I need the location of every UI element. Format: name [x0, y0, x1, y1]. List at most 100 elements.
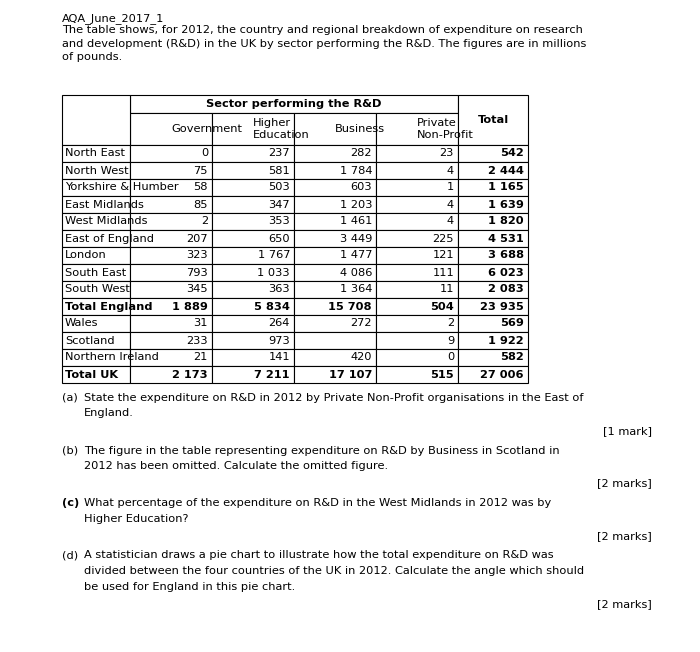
- Text: South West: South West: [65, 284, 130, 295]
- Text: 5 834: 5 834: [254, 301, 290, 312]
- Text: North West: North West: [65, 166, 129, 175]
- Bar: [130, 264, 212, 281]
- Bar: [130, 298, 212, 315]
- Bar: [212, 196, 294, 213]
- Bar: [294, 113, 376, 145]
- Bar: [376, 366, 458, 383]
- Text: Northern Ireland: Northern Ireland: [65, 353, 159, 363]
- Bar: [458, 145, 528, 162]
- Bar: [376, 113, 458, 145]
- Text: 75: 75: [193, 166, 208, 175]
- Bar: [458, 298, 528, 315]
- Bar: [130, 145, 212, 162]
- Text: Government: Government: [171, 124, 242, 134]
- Bar: [458, 162, 528, 179]
- Text: 6 023: 6 023: [489, 267, 524, 278]
- Bar: [62, 281, 130, 298]
- Text: 0: 0: [201, 149, 208, 158]
- Bar: [130, 366, 212, 383]
- Text: 1 922: 1 922: [489, 336, 524, 346]
- Text: 2 173: 2 173: [172, 370, 208, 379]
- Text: 11: 11: [440, 284, 454, 295]
- Text: 347: 347: [268, 200, 290, 209]
- Text: A statistician draws a pie chart to illustrate how the total expenditure on R&D : A statistician draws a pie chart to illu…: [84, 550, 554, 561]
- Text: 569: 569: [500, 318, 524, 329]
- Text: The table shows, for 2012, the country and regional breakdown of expenditure on : The table shows, for 2012, the country a…: [62, 25, 587, 62]
- Bar: [294, 366, 376, 383]
- Text: AQA_June_2017_1: AQA_June_2017_1: [62, 13, 164, 24]
- Bar: [212, 349, 294, 366]
- Text: 58: 58: [193, 183, 208, 192]
- Bar: [294, 332, 376, 349]
- Bar: [212, 213, 294, 230]
- Text: [2 marks]: [2 marks]: [597, 479, 652, 488]
- Bar: [62, 247, 130, 264]
- Text: 3 449: 3 449: [340, 233, 372, 243]
- Bar: [294, 145, 376, 162]
- Bar: [376, 264, 458, 281]
- Text: 345: 345: [186, 284, 208, 295]
- Bar: [376, 145, 458, 162]
- Bar: [62, 366, 130, 383]
- Bar: [130, 230, 212, 247]
- Text: 272: 272: [351, 318, 372, 329]
- Text: [2 marks]: [2 marks]: [597, 531, 652, 541]
- Bar: [130, 247, 212, 264]
- Text: (d): (d): [62, 550, 78, 561]
- Bar: [62, 162, 130, 179]
- Bar: [212, 315, 294, 332]
- Text: 1: 1: [447, 183, 454, 192]
- Bar: [62, 332, 130, 349]
- Text: 282: 282: [351, 149, 372, 158]
- Bar: [294, 196, 376, 213]
- Bar: [458, 332, 528, 349]
- Text: Yorkshire & Humber: Yorkshire & Humber: [65, 183, 178, 192]
- Text: 1 477: 1 477: [340, 250, 372, 261]
- Text: Higher Education?: Higher Education?: [84, 514, 188, 524]
- Text: 141: 141: [268, 353, 290, 363]
- Text: 264: 264: [269, 318, 290, 329]
- Bar: [458, 213, 528, 230]
- Bar: [62, 315, 130, 332]
- Bar: [130, 196, 212, 213]
- Text: 363: 363: [268, 284, 290, 295]
- Text: The figure in the table representing expenditure on R&D by Business in Scotland : The figure in the table representing exp…: [84, 445, 559, 456]
- Text: (c): (c): [62, 498, 79, 508]
- Bar: [376, 349, 458, 366]
- Text: 237: 237: [268, 149, 290, 158]
- Bar: [130, 315, 212, 332]
- Text: 2012 has been omitted. Calculate the omitted figure.: 2012 has been omitted. Calculate the omi…: [84, 461, 388, 471]
- Text: 23 935: 23 935: [480, 301, 524, 312]
- Text: 23: 23: [440, 149, 454, 158]
- Bar: [62, 230, 130, 247]
- Bar: [376, 247, 458, 264]
- Bar: [376, 196, 458, 213]
- Bar: [62, 264, 130, 281]
- Text: 1 461: 1 461: [340, 216, 372, 226]
- Bar: [212, 113, 294, 145]
- Text: 542: 542: [500, 149, 524, 158]
- Text: 503: 503: [268, 183, 290, 192]
- Text: 2 083: 2 083: [489, 284, 524, 295]
- Text: 17 107: 17 107: [328, 370, 372, 379]
- Text: be used for England in this pie chart.: be used for England in this pie chart.: [84, 582, 295, 591]
- Text: 7 211: 7 211: [255, 370, 290, 379]
- Text: Wales: Wales: [65, 318, 99, 329]
- Bar: [294, 230, 376, 247]
- Text: 973: 973: [268, 336, 290, 346]
- Bar: [294, 247, 376, 264]
- Text: 504: 504: [430, 301, 454, 312]
- Text: 111: 111: [433, 267, 454, 278]
- Bar: [62, 298, 130, 315]
- Text: 1 165: 1 165: [489, 183, 524, 192]
- Bar: [62, 213, 130, 230]
- Text: North East: North East: [65, 149, 125, 158]
- Text: 1 364: 1 364: [340, 284, 372, 295]
- Bar: [458, 349, 528, 366]
- Text: Sector performing the R&D: Sector performing the R&D: [206, 99, 382, 109]
- Text: 2: 2: [447, 318, 454, 329]
- Text: 9: 9: [447, 336, 454, 346]
- Text: 4: 4: [447, 166, 454, 175]
- Bar: [212, 264, 294, 281]
- Text: 4: 4: [447, 200, 454, 209]
